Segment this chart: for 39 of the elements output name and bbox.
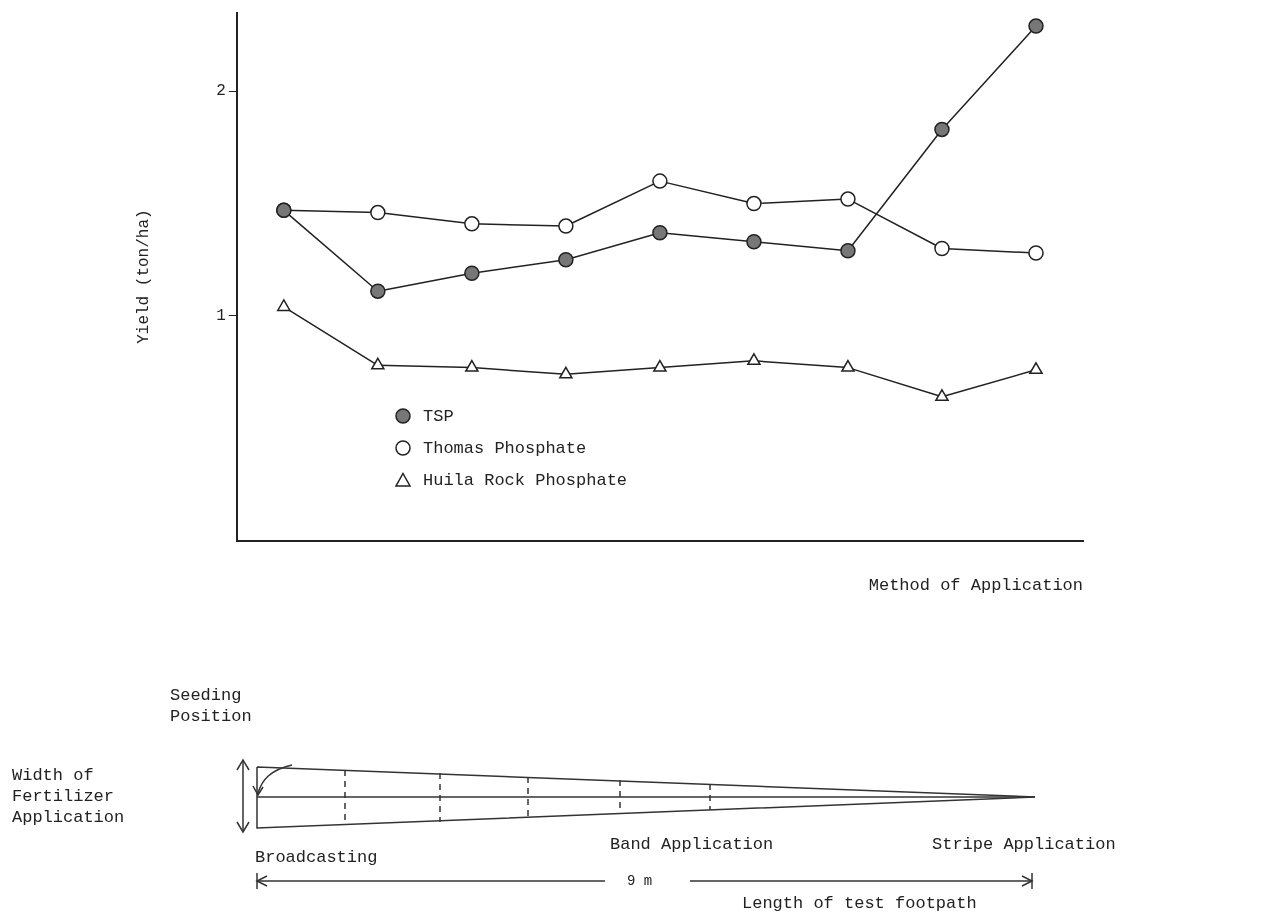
point: [935, 389, 949, 402]
point: [841, 359, 855, 372]
point: [558, 252, 574, 268]
point: [370, 283, 386, 299]
point: [370, 204, 386, 221]
y-axis-title: Yield (ton/ha): [134, 209, 153, 344]
x-axis-title: Method of Application: [868, 576, 1083, 596]
legend-label: Thomas Phosphate: [423, 438, 587, 458]
point: [464, 216, 480, 232]
point: [653, 359, 667, 372]
point: [934, 240, 950, 257]
point: [1028, 245, 1044, 261]
text: Length of test footpath: [742, 893, 977, 914]
point: [277, 299, 291, 312]
point: [747, 353, 761, 366]
text: Broadcasting: [255, 847, 378, 868]
point: [465, 359, 479, 372]
point: [464, 265, 480, 281]
text: Width of Fertilizer Application: [12, 765, 126, 828]
point: [1028, 18, 1044, 34]
legend-label: Huila Rock Phosphate: [423, 470, 628, 490]
text: Seeding Position: [170, 685, 253, 727]
point: [558, 218, 574, 234]
y-tick-label: 1: [216, 307, 226, 326]
legend-label: TSP: [423, 406, 454, 426]
text: Stripe Application: [932, 834, 1116, 855]
point: [559, 366, 573, 379]
y-tick-label: 2: [216, 82, 226, 101]
point: [746, 195, 762, 212]
point: [1029, 362, 1043, 375]
text: 9 m: [627, 872, 653, 891]
point: [934, 121, 950, 138]
text: Band Application: [610, 834, 774, 855]
point: [746, 234, 762, 250]
point: [371, 357, 385, 370]
point: [840, 243, 856, 259]
point: [840, 191, 856, 207]
point: [652, 225, 668, 241]
point: [652, 173, 668, 189]
